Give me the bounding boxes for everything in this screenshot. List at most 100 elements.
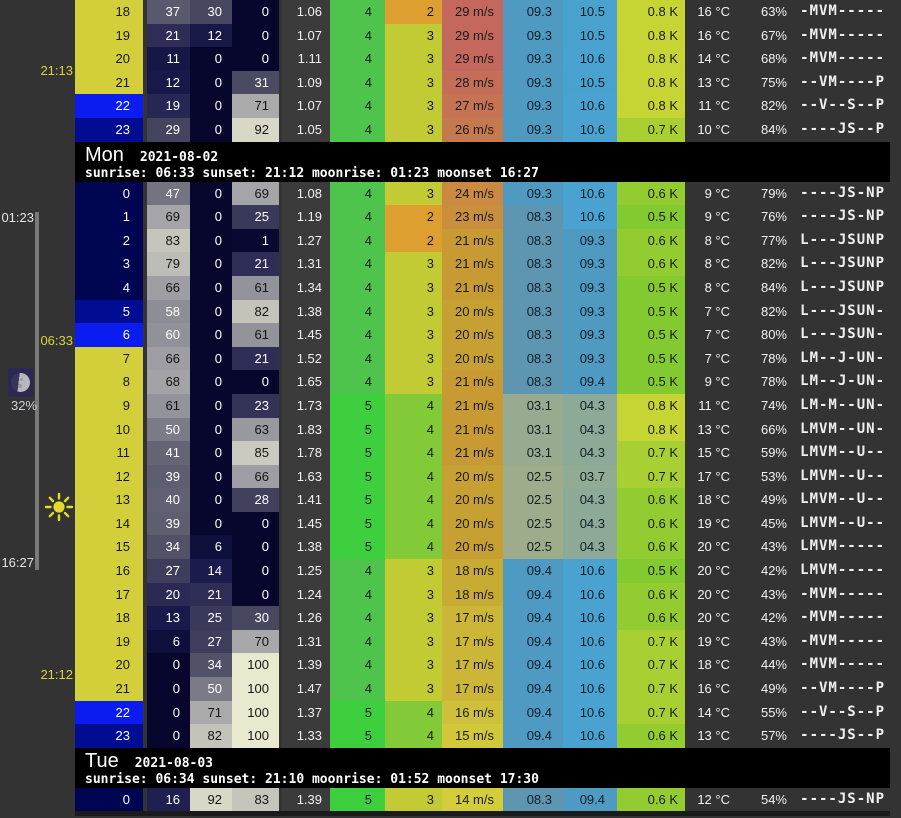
seeing-index1-cell: 4 (330, 94, 385, 118)
seeing-arcsec-cell: 1.26 (282, 606, 330, 630)
temperature-cell: 11 °C (698, 98, 730, 114)
visible-planets-cell: -MVM----- (800, 26, 885, 43)
bad-layer-top-cell: 10.5 (563, 23, 617, 48)
temperature-cell: 7 °C (704, 327, 730, 343)
cloud-cover-cell: 0 (232, 559, 279, 583)
seeing-index2-cell: 4 (385, 417, 442, 442)
cloud-cover-cell: 70 (232, 629, 279, 654)
bad-layer-bottom-cell: 08.3 (503, 370, 563, 394)
seeing-index1-cell: 5 (330, 511, 385, 536)
bad-layer-top-cell: 04.3 (563, 393, 617, 418)
seeing-index1-cell: 4 (330, 299, 385, 324)
hour-row: 18 13 25 30 1.26 4 3 17 m/s 09.4 10.6 0.6 K 20 °C 42… (75, 606, 901, 630)
cloud-cover-cell: 21 (232, 252, 279, 276)
cloud-cover-cell: 21 (190, 582, 232, 607)
bad-layer-bottom-cell: 09.3 (503, 47, 563, 71)
hour-row: 22 19 0 71 1.07 4 3 27 m/s 09.3 10.6 0.8 K 11 °C 82%… (75, 94, 901, 118)
visible-planets-cell: ----JS-NP (800, 184, 885, 201)
seeing-index1-cell: 5 (330, 787, 385, 812)
cloud-cover-cell: 92 (232, 117, 279, 142)
bad-layer-top-cell: 10.6 (563, 205, 617, 229)
cloud-cover-cell: 100 (232, 677, 279, 701)
cloud-cover-cell: 34 (147, 535, 190, 560)
seeing-index1-cell: 5 (330, 417, 385, 442)
seeing-arcsec-cell: 1.07 (282, 94, 330, 118)
jet-stream-cell: 20 m/s (442, 488, 503, 512)
hour-row: 6 60 0 61 1.45 4 3 20 m/s 08.3 09.3 0.5 K 7 °C 80% L-… (75, 323, 901, 347)
humidity-cell: 78% (760, 374, 787, 390)
cloud-cover-cell: 16 (147, 787, 190, 812)
bad-layer-k-cell: 0.6 K (617, 511, 685, 536)
visible-planets-cell: -MVM----- (800, 50, 885, 67)
sunset-time-label: 21:12 (40, 667, 73, 682)
cloud-cover-cell: 13 (147, 606, 190, 630)
bad-layer-bottom-cell: 09.3 (503, 117, 563, 142)
visible-planets-cell: LMVM--U-- (800, 514, 885, 531)
seeing-index1-cell: 4 (330, 677, 385, 701)
humidity-cell: 55% (760, 704, 787, 720)
cloud-cover-cell: 61 (147, 393, 190, 418)
temperature-cell: 16 °C (697, 681, 730, 697)
cloud-cover-cell: 58 (147, 299, 190, 324)
seeing-index2-cell: 2 (385, 228, 442, 253)
seeing-index2-cell: 4 (385, 393, 442, 418)
temperature-cell: 7 °C (704, 303, 730, 319)
jet-stream-cell: 21 m/s (442, 275, 503, 300)
seeing-index1-cell: 4 (330, 117, 385, 142)
seeing-index2-cell: 4 (385, 464, 442, 489)
visible-planets-cell: LM--J-UN- (800, 373, 885, 390)
seeing-index2-cell: 3 (385, 787, 442, 812)
seeing-arcsec-cell: 1.39 (282, 787, 330, 812)
hour-row: 16 27 14 0 1.25 4 3 18 m/s 09.4 10.6 0.5 K 20 °C 42%… (75, 559, 901, 583)
jet-stream-cell: 17 m/s (442, 606, 503, 630)
bad-layer-top-cell: 04.3 (563, 417, 617, 442)
visible-planets-cell: LMVM--U-- (800, 467, 885, 484)
hour-cell: 13 (75, 488, 143, 512)
cloud-cover-cell: 0 (190, 323, 232, 347)
temperature-cell: 13 °C (697, 728, 730, 744)
seeing-index2-cell: 4 (385, 700, 442, 725)
visible-planets-cell: LMVM----- (800, 538, 885, 555)
bad-layer-bottom-cell: 08.3 (503, 787, 563, 812)
bad-layer-k-cell: 0.5 K (617, 346, 685, 371)
temperature-cell: 20 °C (697, 586, 730, 602)
hour-row: 12 39 0 66 1.63 5 4 20 m/s 02.5 03.7 0.7 K 17 °C 53%… (75, 464, 901, 489)
hour-cell: 2 (75, 228, 143, 253)
seeing-index2-cell: 3 (385, 275, 442, 300)
temperature-cell: 20 °C (697, 610, 730, 626)
hour-cell: 16 (75, 559, 143, 583)
bad-layer-bottom-cell: 09.4 (503, 559, 563, 583)
bad-layer-top-cell: 09.3 (563, 252, 617, 276)
bad-layer-bottom-cell: 02.5 (503, 535, 563, 560)
bad-layer-k-cell: 0.5 K (617, 299, 685, 324)
bad-layer-bottom-cell: 02.5 (503, 511, 563, 536)
temperature-cell: 12 °C (697, 791, 730, 807)
cloud-cover-cell: 28 (232, 488, 279, 512)
bad-layer-top-cell: 09.3 (563, 275, 617, 300)
jet-stream-cell: 29 m/s (442, 47, 503, 71)
cloud-cover-cell: 0 (190, 205, 232, 229)
cloud-cover-cell: 0 (232, 23, 279, 48)
jet-stream-cell: 27 m/s (442, 94, 503, 118)
humidity-cell: 80% (760, 327, 787, 343)
seeing-arcsec-cell: 1.27 (282, 228, 330, 253)
cloud-cover-cell: 0 (190, 464, 232, 489)
humidity-cell: 54% (760, 791, 787, 807)
bad-layer-top-cell: 04.3 (563, 535, 617, 560)
cloud-cover-cell: 40 (147, 488, 190, 512)
bad-layer-top-cell: 04.3 (563, 441, 617, 465)
seeing-arcsec-cell: 1.34 (282, 275, 330, 300)
cloud-cover-cell: 39 (147, 511, 190, 536)
bad-layer-k-cell: 0.7 K (617, 464, 685, 489)
humidity-cell: 57% (760, 728, 787, 744)
temperature-cell: 13 °C (697, 74, 730, 90)
seeing-arcsec-cell: 1.19 (282, 205, 330, 229)
humidity-cell: 42% (760, 610, 787, 626)
seeing-index2-cell: 3 (385, 677, 442, 701)
cloud-cover-cell: 21 (147, 23, 190, 48)
bad-layer-k-cell: 0.7 K (617, 677, 685, 701)
seeing-index1-cell: 4 (330, 629, 385, 654)
